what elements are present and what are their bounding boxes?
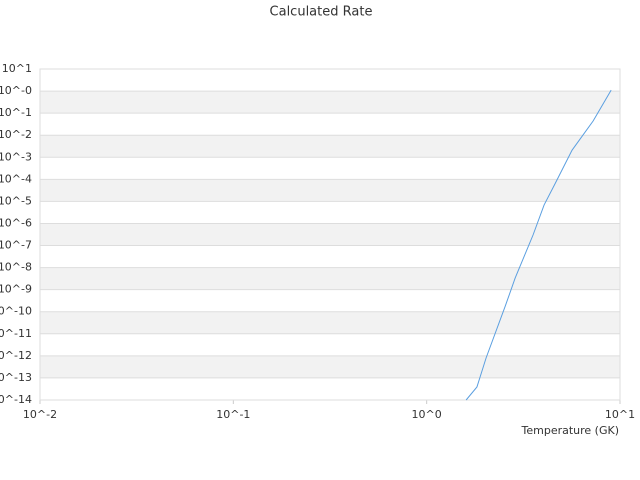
y-tick-label: 10^-11: [0, 327, 32, 340]
y-tick-label: 10^-0: [0, 84, 32, 97]
y-tick-label: 10^-14: [0, 393, 32, 406]
x-tick-label: 10^-1: [216, 408, 250, 421]
x-axis-label: Temperature (GK): [521, 424, 620, 437]
grid-band: [40, 135, 620, 158]
x-tick-label: 10^1: [605, 408, 635, 421]
y-tick-label: 10^-6: [0, 216, 32, 229]
y-tick-label: 10^-3: [0, 150, 32, 163]
x-tick-label: 10^-2: [23, 408, 57, 421]
data-line: [465, 89, 612, 401]
y-tick-label: 10^-2: [0, 128, 32, 141]
y-tick-label: 10^-8: [0, 261, 32, 274]
grid-band: [40, 179, 620, 202]
y-tick-label: 10^-5: [0, 194, 32, 207]
grid-band: [40, 223, 620, 246]
y-tick-label: 10^1: [2, 62, 32, 75]
y-tick-label: 10^-13: [0, 371, 32, 384]
grid-band: [40, 355, 620, 378]
y-tick-label: 10^-9: [0, 283, 32, 296]
grid-band: [40, 267, 620, 290]
y-tick-label: 10^-10: [0, 305, 32, 318]
plot-frame: [39, 68, 621, 401]
y-tick-label: 10^-1: [0, 106, 32, 119]
y-tick-label: 10^-7: [0, 239, 32, 252]
x-tick-label: 10^0: [412, 408, 442, 421]
grid-band: [40, 311, 620, 334]
chart-title: Calculated Rate: [270, 5, 373, 20]
y-tick-label: 10^-4: [0, 172, 32, 185]
grid-band: [40, 91, 620, 114]
y-tick-label: 10^-12: [0, 349, 32, 362]
